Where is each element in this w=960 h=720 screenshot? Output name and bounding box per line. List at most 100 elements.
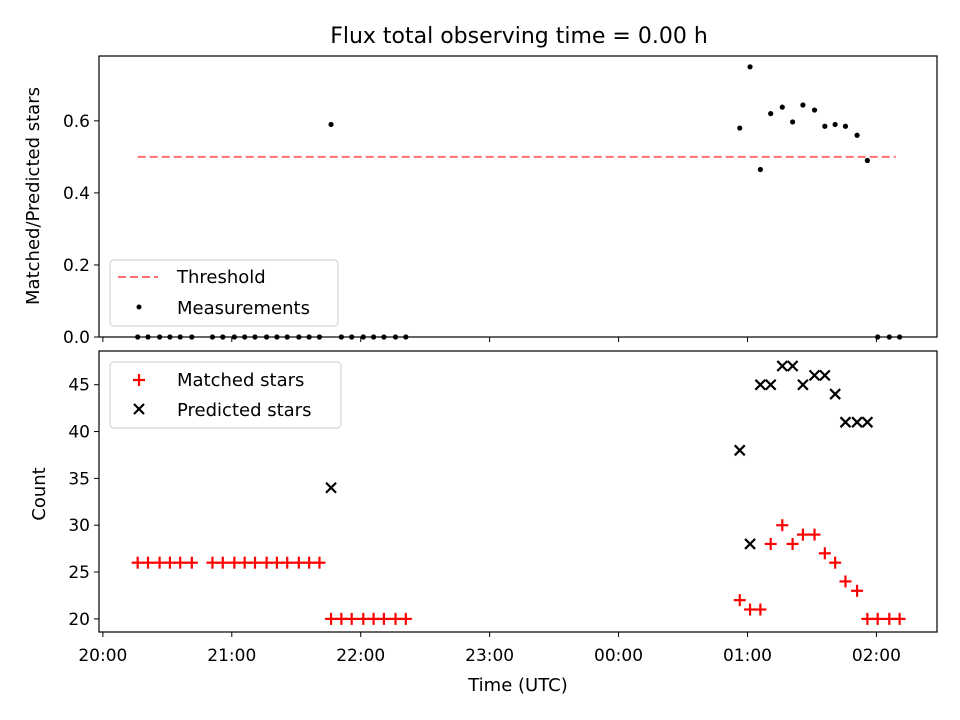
- count-panel-frame: [98, 350, 938, 633]
- predicted-star-marker: [819, 369, 831, 382]
- count-legend: Matched stars Predicted stars: [109, 361, 342, 429]
- ratio-x-ticks: [102, 337, 877, 342]
- predicted-star-marker: [754, 378, 767, 391]
- x-tick-label: 01:00: [723, 646, 772, 666]
- matched-star-marker: [389, 612, 402, 625]
- matched-star-marker: [754, 603, 767, 616]
- matched-star-marker: [206, 556, 219, 569]
- legend-matched-label: Matched stars: [177, 370, 304, 391]
- matched-star-marker: [292, 556, 305, 569]
- matched-star-marker: [325, 612, 338, 625]
- predicted-star-marker: [797, 378, 809, 391]
- ratio-y-tick-label: 0.0: [63, 328, 90, 348]
- matched-star-marker: [786, 537, 799, 550]
- matched-star-marker: [163, 556, 176, 569]
- matched-star-marker: [367, 612, 380, 625]
- measurement-point: [737, 125, 743, 131]
- matched-star-marker: [174, 556, 187, 569]
- matched-star-marker: [357, 612, 370, 625]
- matched-star-marker: [281, 556, 294, 569]
- measurement-point: [864, 157, 870, 164]
- measurement-point: [854, 132, 860, 138]
- matched-star-marker: [141, 556, 154, 569]
- legend-measurement-label: Measurements: [177, 298, 310, 319]
- predicted-star-marker: [325, 481, 337, 494]
- count-panel: 20 25 30 35 40 45 20:00 21:00 22:00 23:00 00:00 01…: [29, 350, 938, 666]
- measurement-point: [768, 111, 774, 117]
- predicted-star-marker: [851, 416, 863, 428]
- x-tick-label: 23:00: [465, 646, 514, 666]
- matched-star-marker: [776, 519, 789, 532]
- measurement-point: [800, 102, 806, 108]
- matched-star-marker: [238, 556, 251, 569]
- matched-star-marker: [185, 556, 198, 569]
- ratio-y-axis-label: Matched/Predicted stars: [23, 87, 44, 305]
- x-tick-label: 00:00: [594, 646, 643, 666]
- matched-star-marker: [861, 612, 874, 625]
- matched-star-marker: [764, 537, 777, 550]
- matched-star-marker: [744, 603, 757, 616]
- legend-matched-swatch: [133, 374, 145, 386]
- predicted-star-marker: [733, 444, 746, 457]
- ratio-panel: 0.0 0.2 0.4 0.6 Matched/Predicted stars Thr…: [23, 55, 938, 348]
- x-axis-label: Time (UTC): [467, 675, 568, 696]
- ratio-y-tick-label: 0.6: [63, 112, 90, 132]
- measurement-point: [747, 64, 753, 70]
- matched-star-marker: [839, 575, 852, 588]
- predicted-star-marker: [839, 416, 852, 428]
- matched-star-marker: [883, 612, 896, 625]
- matched-star-marker: [228, 556, 241, 569]
- x-tick-label: 02:00: [852, 646, 901, 666]
- matched-star-marker: [260, 556, 273, 569]
- matched-star-marker: [303, 556, 316, 569]
- legend-predicted-swatch: [133, 403, 145, 415]
- predicted-star-marker: [786, 360, 799, 372]
- ratio-panel-frame: [98, 55, 938, 338]
- legend-threshold-label: Threshold: [176, 267, 266, 288]
- matched-star-marker: [153, 556, 166, 569]
- measurement-point: [757, 166, 763, 173]
- ratio-y-tick-label: 0.2: [63, 256, 90, 276]
- measurement-point: [832, 121, 838, 128]
- x-tick-label: 22:00: [336, 646, 385, 666]
- count-y-tick-label: 45: [68, 376, 90, 396]
- matched-star-marker: [216, 556, 229, 569]
- measurement-point: [779, 104, 785, 110]
- count-y-ticks: 20 25 30 35 40 45: [68, 376, 99, 630]
- predicted-star-marker: [744, 538, 756, 550]
- measurement-point: [328, 121, 334, 128]
- predicted-star-marker: [829, 388, 841, 400]
- measurement-point: [790, 119, 796, 125]
- matched-star-marker: [248, 556, 261, 569]
- matched-star-marker: [733, 594, 746, 607]
- matched-star-marker: [829, 556, 842, 569]
- count-y-tick-label: 40: [68, 423, 90, 443]
- count-y-axis-label: Count: [29, 467, 50, 520]
- matched-star-marker: [871, 612, 884, 625]
- predicted-star-marker: [776, 360, 789, 372]
- count-y-tick-label: 35: [68, 469, 90, 489]
- matched-star-marker: [131, 556, 144, 569]
- matched-star-marker: [893, 612, 906, 625]
- matched-star-marker: [796, 528, 809, 541]
- matched-star-marker: [851, 584, 864, 597]
- matched-star-marker: [270, 556, 283, 569]
- matched-star-marker: [335, 612, 348, 625]
- matched-star-marker: [345, 612, 358, 625]
- count-x-ticks: 20:00 21:00 22:00 23:00 00:00 01:00 02:00: [78, 632, 901, 666]
- ratio-y-ticks: 0.0 0.2 0.4 0.6: [63, 112, 99, 348]
- measurement-point: [822, 123, 828, 129]
- predicted-star-marker: [764, 378, 777, 391]
- count-legend-box: [109, 361, 342, 429]
- matched-star-marker: [313, 556, 326, 569]
- predicted-star-marker: [808, 369, 821, 382]
- x-tick-label: 21:00: [207, 646, 256, 666]
- measurement-point: [842, 123, 849, 129]
- chart-title: Flux total observing time = 0.00 h: [330, 24, 708, 49]
- legend-measurement-swatch: [136, 304, 142, 310]
- x-tick-label: 20:00: [78, 646, 127, 666]
- ratio-y-tick-label: 0.4: [63, 184, 90, 204]
- measurement-point: [811, 107, 818, 113]
